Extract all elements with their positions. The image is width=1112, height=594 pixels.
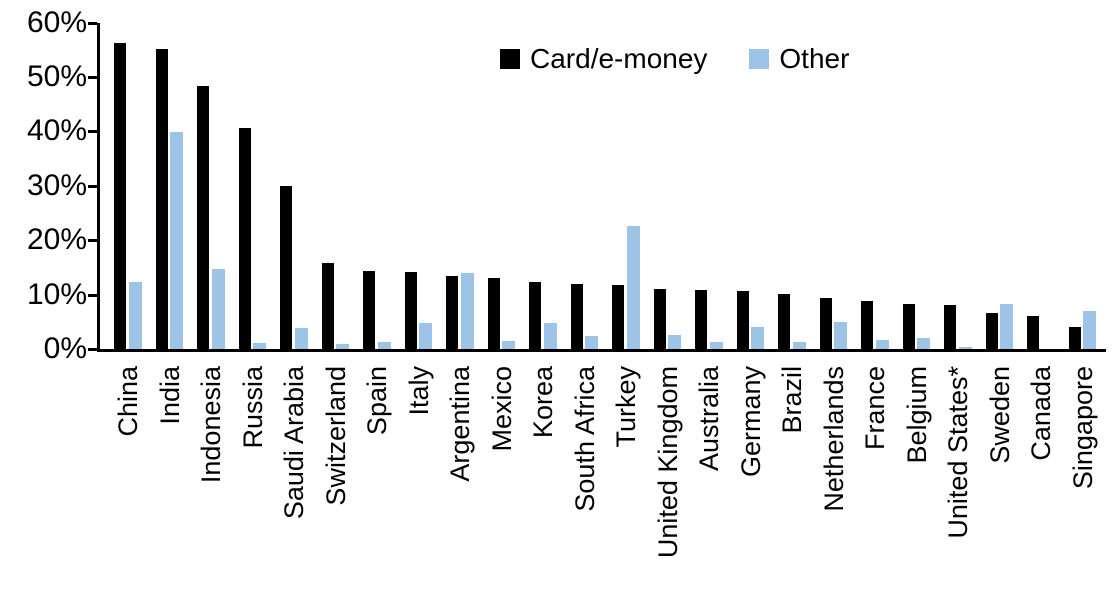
bar-other — [834, 321, 847, 349]
bar-card-e-money — [280, 186, 292, 349]
bar-card-e-money — [612, 285, 624, 349]
bar-card-e-money — [985, 313, 998, 349]
bar-card-e-money — [1068, 327, 1081, 349]
bar-card-e-money — [653, 288, 666, 349]
bar-card-e-money — [404, 272, 417, 349]
bar-other — [1000, 304, 1013, 349]
bar-other — [626, 226, 640, 349]
x-axis-label: Russia — [237, 366, 268, 449]
bar-other — [170, 132, 183, 349]
bar-card-e-money — [363, 271, 375, 349]
bar-card-e-money — [695, 289, 707, 349]
bar-card-e-money — [155, 49, 168, 349]
x-axis-label: France — [860, 366, 890, 451]
y-axis-tick — [88, 76, 97, 79]
y-axis-tick — [88, 184, 97, 188]
bar-card-e-money — [529, 281, 541, 349]
y-axis-tick — [88, 348, 97, 351]
bar-card-e-money — [487, 277, 500, 349]
x-axis-label: Mexico — [486, 366, 517, 452]
x-axis-label: United Kingdom — [652, 366, 683, 559]
x-axis-label: Germany — [735, 366, 766, 478]
bar-other — [377, 342, 391, 349]
bar-card-e-money — [197, 85, 209, 349]
bar-other — [543, 323, 557, 349]
y-axis-tick — [88, 239, 97, 243]
bar-card-e-money — [570, 284, 583, 349]
x-axis-label: Korea — [528, 366, 558, 439]
x-axis-label: Saudi Arabia — [279, 366, 309, 520]
bar-other — [875, 340, 889, 349]
bar-other — [128, 281, 142, 349]
bar-other — [917, 337, 930, 349]
x-axis-label: South Africa — [569, 366, 600, 512]
bar-card-e-money — [446, 275, 458, 349]
bar-card-e-money — [1027, 316, 1039, 349]
bar-other — [1083, 311, 1096, 349]
bar-other — [709, 342, 723, 349]
bar-other — [253, 343, 266, 349]
card-e-money-swatch-icon — [500, 49, 520, 69]
x-axis-label: Canada — [1026, 366, 1056, 461]
y-tick-label: 10% — [26, 277, 87, 311]
x-axis-label: Australia — [694, 366, 724, 472]
bar-card-e-money — [778, 293, 790, 349]
x-axis-label: Belgium — [901, 366, 932, 464]
bar-other — [751, 327, 764, 349]
x-axis-label: Sweden — [984, 366, 1015, 464]
y-tick-label: 50% — [26, 60, 87, 93]
bar-card-e-money — [736, 290, 749, 349]
card-e-money-legend-label: Card/e-money — [530, 43, 708, 74]
legend-item-card-e-money: Card/e-money — [500, 42, 707, 76]
x-axis-label: Argentina — [445, 366, 475, 482]
bar-other — [792, 341, 806, 349]
bar-other — [502, 340, 515, 349]
bar-other — [336, 344, 349, 349]
bar-card-e-money — [819, 297, 832, 349]
bar-other — [585, 335, 598, 349]
x-axis-label: Spain — [362, 366, 392, 436]
x-axis-label: Turkey — [611, 366, 641, 448]
x-axis-label: Singapore — [1067, 366, 1098, 490]
x-axis-label: China — [113, 366, 143, 437]
y-axis-tick — [88, 293, 97, 297]
bar-other — [668, 335, 681, 349]
x-axis-label: India — [154, 366, 185, 425]
x-axis-label: United States* — [943, 366, 973, 539]
x-axis-label: Indonesia — [196, 366, 226, 484]
bar-card-e-money — [861, 301, 873, 349]
bar-card-e-money — [944, 305, 956, 349]
bar-card-e-money — [114, 42, 126, 349]
x-axis-line — [97, 349, 1106, 352]
other-legend-label: Other — [779, 43, 850, 74]
bar-other — [419, 323, 432, 349]
bar-card-e-money — [902, 304, 915, 349]
x-axis-label: Netherlands — [818, 366, 849, 512]
legend-item-other: Other — [749, 42, 849, 76]
bar-other — [460, 272, 474, 349]
y-axis-tick — [88, 21, 97, 25]
bar-card-e-money — [321, 263, 334, 349]
y-tick-label: 0% — [43, 332, 87, 365]
y-tick-label: 20% — [26, 223, 87, 257]
bar-other — [294, 327, 308, 349]
y-axis-tick — [88, 130, 97, 134]
legend: Card/e-money Other — [500, 42, 849, 76]
bar-other — [211, 269, 225, 349]
x-axis-label: Brazil — [777, 366, 807, 434]
y-tick-label: 60% — [26, 5, 87, 39]
y-axis-line — [97, 22, 100, 352]
other-swatch-icon — [749, 49, 770, 69]
y-tick-label: 40% — [26, 114, 87, 148]
x-axis-label: Switzerland — [320, 366, 351, 506]
bar-other — [958, 347, 972, 349]
y-tick-label: 30% — [26, 168, 87, 202]
x-axis-label: Italy — [403, 366, 434, 416]
bar-card-e-money — [238, 128, 251, 349]
